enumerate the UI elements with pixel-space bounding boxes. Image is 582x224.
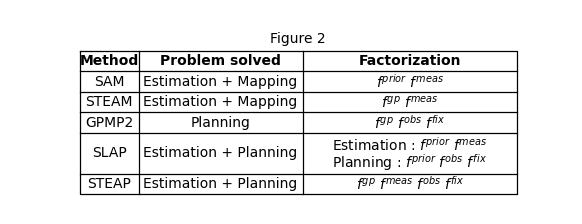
- Text: $f^{gp}\ f^{meas}$: $f^{gp}\ f^{meas}$: [381, 94, 439, 110]
- Text: STEAM: STEAM: [86, 95, 133, 109]
- Text: Estimation + Planning: Estimation + Planning: [144, 177, 298, 191]
- Text: Planning : $f^{prior}\ f^{obs}\ f^{fix}$: Planning : $f^{prior}\ f^{obs}\ f^{fix}$: [332, 152, 487, 173]
- Text: Estimation + Mapping: Estimation + Mapping: [144, 95, 298, 109]
- Text: Factorization: Factorization: [359, 54, 461, 68]
- Text: Estimation + Planning: Estimation + Planning: [144, 146, 298, 160]
- Text: $f^{gp}\ f^{meas}\ f^{obs}\ f^{fix}$: $f^{gp}\ f^{meas}\ f^{obs}\ f^{fix}$: [356, 175, 464, 193]
- Text: Estimation : $f^{prior}\ f^{meas}$: Estimation : $f^{prior}\ f^{meas}$: [332, 135, 488, 153]
- Text: Problem solved: Problem solved: [160, 54, 281, 68]
- Text: $f^{prior}\ f^{meas}$: $f^{prior}\ f^{meas}$: [376, 73, 444, 91]
- Text: Figure 2: Figure 2: [271, 32, 326, 46]
- Text: SAM: SAM: [94, 75, 125, 89]
- Text: Estimation + Mapping: Estimation + Mapping: [144, 75, 298, 89]
- Text: SLAP: SLAP: [92, 146, 126, 160]
- Text: GPMP2: GPMP2: [85, 116, 133, 130]
- Text: $f^{gp}\ f^{obs}\ f^{fix}$: $f^{gp}\ f^{obs}\ f^{fix}$: [374, 114, 445, 131]
- Text: STEAP: STEAP: [87, 177, 131, 191]
- Text: Planning: Planning: [191, 116, 251, 130]
- Text: Method: Method: [79, 54, 139, 68]
